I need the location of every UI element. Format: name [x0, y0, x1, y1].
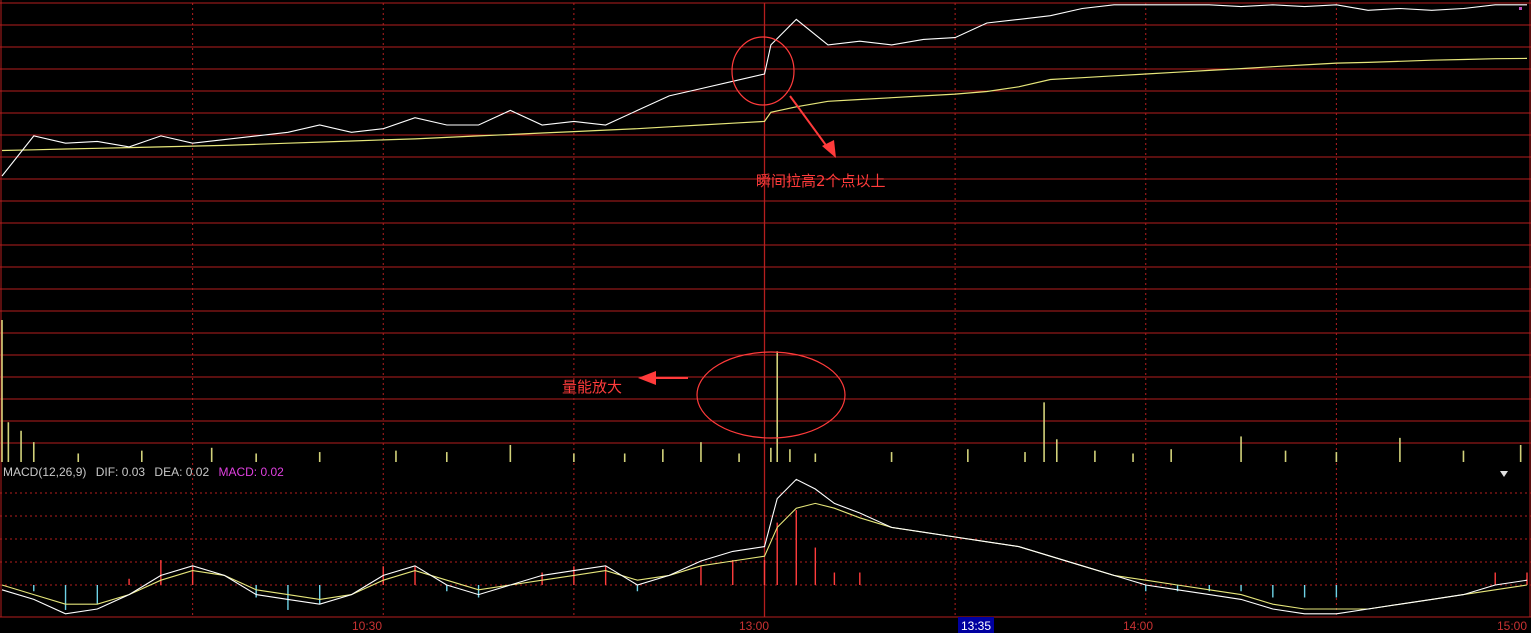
volume-bar — [1284, 450, 1287, 462]
volume-bar — [395, 450, 397, 462]
grid — [0, 0, 1531, 618]
volume-bar — [318, 452, 321, 462]
price-spike-label: 瞬间拉高2个点以上 — [756, 172, 886, 190]
volume-bar — [1240, 436, 1242, 462]
volume-bar — [1, 320, 3, 462]
price-spike-arrow-shaft — [789, 95, 829, 149]
price-line — [1, 4, 1527, 177]
dif-value: DIF: 0.03 — [96, 465, 146, 479]
volume-bar — [1094, 450, 1096, 462]
volume-bar — [738, 453, 740, 462]
volume-bar — [814, 453, 817, 462]
time-axis: 10:30 13:00 13:35 14:00 15:00 — [352, 617, 1527, 633]
volume-spike-arrow-head — [638, 371, 656, 385]
corner-marker — [1519, 7, 1522, 10]
time-tick-1030: 10:30 — [352, 619, 382, 633]
volume-bar — [77, 453, 80, 462]
volume-bar — [776, 351, 779, 462]
volume-bar — [770, 447, 772, 462]
volume-bar — [789, 449, 791, 462]
volume-spike-label: 量能放大 — [562, 378, 622, 396]
volume-bar — [1335, 452, 1338, 462]
volume-bar — [1055, 439, 1058, 462]
volume-spike-circle — [696, 351, 846, 439]
volume-bar — [1043, 402, 1045, 462]
volume-bar — [890, 452, 893, 462]
macd-name-label: MACD(12,26,9) — [3, 465, 86, 479]
macd-panel[interactable] — [1, 478, 1528, 615]
volume-bar — [255, 453, 257, 462]
volume-bar — [1462, 450, 1465, 462]
volume-bar — [1024, 452, 1026, 462]
volume-bar — [573, 453, 575, 462]
volume-bar — [32, 442, 35, 462]
price-spike-circle — [731, 36, 795, 106]
macd-header: MACD(12,26,9) DIF: 0.03 DEA: 0.02 MACD: … — [3, 465, 284, 479]
volume-bar — [1519, 444, 1522, 462]
macd-value: MACD: 0.02 — [218, 465, 284, 479]
time-highlight — [958, 617, 994, 633]
volume-bar — [20, 430, 22, 462]
volume-bar — [662, 449, 664, 462]
dea-value: DEA: 0.02 — [154, 465, 209, 479]
triangle-down-icon[interactable] — [1500, 471, 1508, 477]
time-tick-1500: 15:00 — [1497, 619, 1527, 633]
price-panel[interactable] — [1, 4, 1528, 177]
volume-bar — [445, 452, 448, 462]
volume-bar — [1132, 453, 1134, 462]
volume-bar — [1399, 437, 1401, 462]
time-tick-1300: 13:00 — [739, 619, 769, 633]
volume-bar — [210, 447, 213, 462]
time-tick-1400: 14:00 — [1123, 619, 1153, 633]
volume-bar — [623, 453, 626, 462]
volume-bar — [140, 450, 143, 462]
volume-bar — [967, 449, 969, 462]
volume-bar — [1170, 449, 1172, 462]
time-tick-1335: 13:35 — [961, 619, 991, 633]
volume-panel[interactable] — [1, 320, 1522, 462]
avg-price-line — [1, 57, 1528, 152]
price-spike-arrow-head — [822, 140, 836, 158]
dea-line — [1, 502, 1528, 610]
dif-line — [1, 478, 1528, 615]
volume-bar — [700, 442, 702, 462]
volume-bar — [7, 422, 10, 462]
volume-bar — [509, 444, 512, 462]
